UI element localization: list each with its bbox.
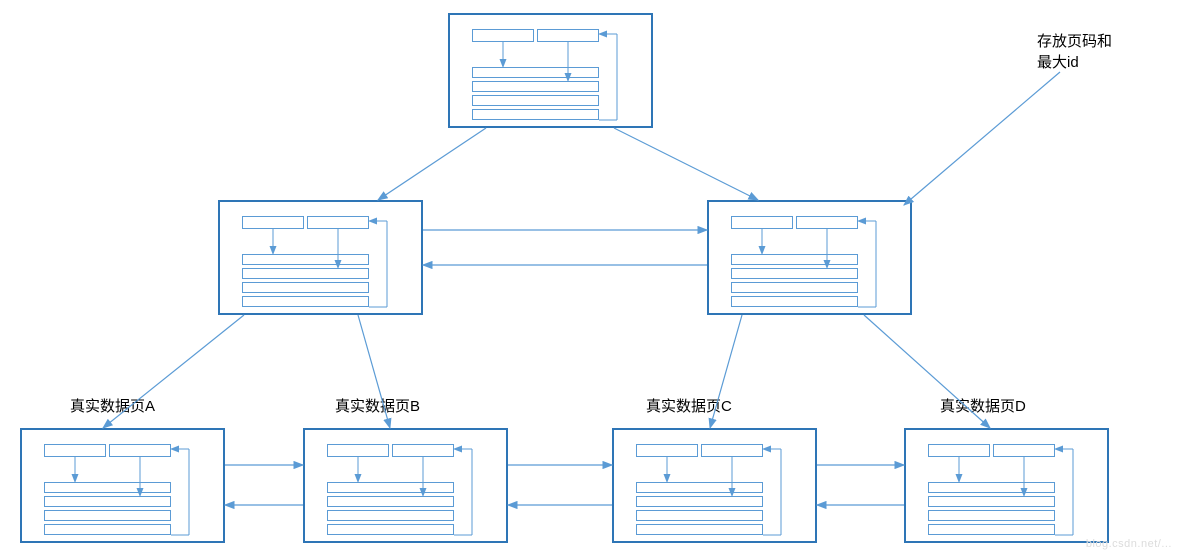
node-C: [612, 428, 817, 543]
leaf-label-B: 真实数据页B: [335, 395, 420, 416]
node-root: [448, 13, 653, 128]
node-internal-arrows: [709, 202, 914, 317]
node-A: [20, 428, 225, 543]
node-internal-arrows: [220, 202, 425, 317]
edge: [614, 128, 758, 200]
node-R: [707, 200, 912, 315]
node-B: [303, 428, 508, 543]
node-L: [218, 200, 423, 315]
node-D: [904, 428, 1109, 543]
node-internal-arrows: [614, 430, 819, 545]
node-internal-arrows: [305, 430, 510, 545]
node-internal-arrows: [906, 430, 1111, 545]
leaf-label-A: 真实数据页A: [70, 395, 155, 416]
annotation-text: 存放页码和 最大id: [1037, 30, 1112, 72]
leaf-label-D: 真实数据页D: [940, 395, 1026, 416]
edge: [904, 72, 1060, 205]
node-internal-arrows: [450, 15, 655, 130]
node-internal-arrows: [22, 430, 227, 545]
edge: [378, 128, 486, 200]
watermark: blog.csdn.net/...: [1086, 538, 1172, 550]
leaf-label-C: 真实数据页C: [646, 395, 732, 416]
